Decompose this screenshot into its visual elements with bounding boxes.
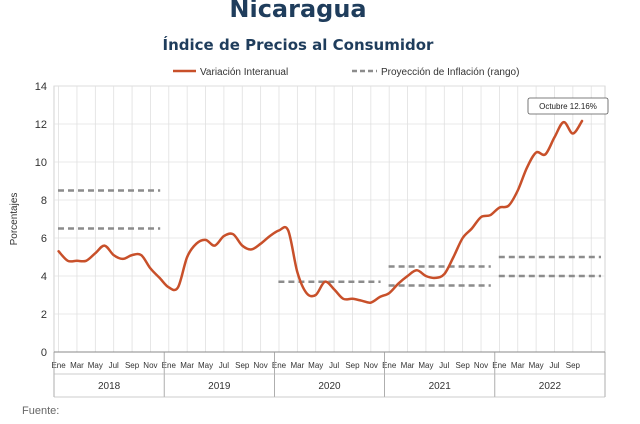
year-label: 2019 — [208, 381, 231, 392]
y-tick-label: 6 — [41, 233, 47, 245]
x-tick-label: Mar — [511, 361, 525, 370]
x-tick-label: Sep — [345, 361, 360, 370]
chart-title: Nicaragua — [229, 0, 366, 23]
year-label: 2020 — [318, 381, 341, 392]
chart-subtitle: Índice de Precios al Consumidor — [163, 35, 435, 54]
y-tick-label: 4 — [41, 271, 47, 283]
x-tick-label: Jul — [439, 361, 449, 370]
x-tick-label: May — [308, 361, 323, 370]
y-tick-label: 14 — [35, 81, 47, 93]
x-tick-label: Nov — [474, 361, 488, 370]
x-tick-label: May — [198, 361, 213, 370]
projection-bands — [58, 189, 601, 287]
y-tick-label: 0 — [41, 347, 47, 359]
x-tick-label: Jul — [549, 361, 559, 370]
x-tick-label: Ene — [272, 361, 287, 370]
legend-dashed-label: Proyección de Inflación (rango) — [381, 67, 519, 78]
x-tick-label: Ene — [162, 361, 177, 370]
x-tick-label: Mar — [290, 361, 304, 370]
legend-line-label: Variación Interanual — [200, 67, 288, 78]
legend: Variación Interanual Proyección de Infla… — [173, 67, 519, 78]
x-tick-label: May — [529, 361, 544, 370]
x-tick-label: Sep — [235, 361, 250, 370]
y-axis-label: Porcentajes — [9, 193, 20, 246]
x-tick-label: Ene — [492, 361, 507, 370]
plot-border — [53, 85, 606, 353]
annotation-box — [527, 97, 609, 115]
x-tick-label: Nov — [143, 361, 157, 370]
annotation-text: Octubre 12.16% — [539, 102, 597, 111]
series-line-variacion-interanual — [57, 119, 584, 304]
x-tick-label: Mar — [180, 361, 194, 370]
year-label: 2021 — [429, 381, 452, 392]
y-tick-label: 10 — [35, 157, 47, 169]
x-tick-label: Jul — [219, 361, 229, 370]
footer-source: Fuente: — [22, 405, 59, 417]
x-tick-label: Mar — [401, 361, 415, 370]
x-tick-label: May — [88, 361, 103, 370]
x-tick-label: Ene — [51, 361, 66, 370]
x-tick-label: Jul — [329, 361, 339, 370]
y-tick-labels: 0 2 4 6 8 10 12 14 — [35, 81, 47, 359]
y-tick-label: 12 — [35, 119, 47, 131]
x-tick-label: Jul — [109, 361, 119, 370]
x-tick-label: Nov — [364, 361, 378, 370]
x-tick-label: Mar — [70, 361, 84, 370]
year-label: 2018 — [98, 381, 121, 392]
grid — [53, 85, 606, 353]
x-tick-label: May — [418, 361, 433, 370]
x-tick-label: Sep — [125, 361, 140, 370]
year-label: 2022 — [539, 381, 562, 392]
x-tick-label: Ene — [382, 361, 397, 370]
x-tick-label: Nov — [254, 361, 268, 370]
x-axis: Ene Mar May Jul Sep Nov Ene Mar May Jul Sep Nov Ene M… — [51, 351, 606, 398]
y-tick-label: 2 — [41, 309, 47, 321]
x-tick-label: Sep — [566, 361, 581, 370]
annotation-callout: Octubre 12.16% — [527, 97, 609, 115]
y-tick-label: 8 — [41, 195, 47, 207]
x-tick-label: Sep — [456, 361, 471, 370]
